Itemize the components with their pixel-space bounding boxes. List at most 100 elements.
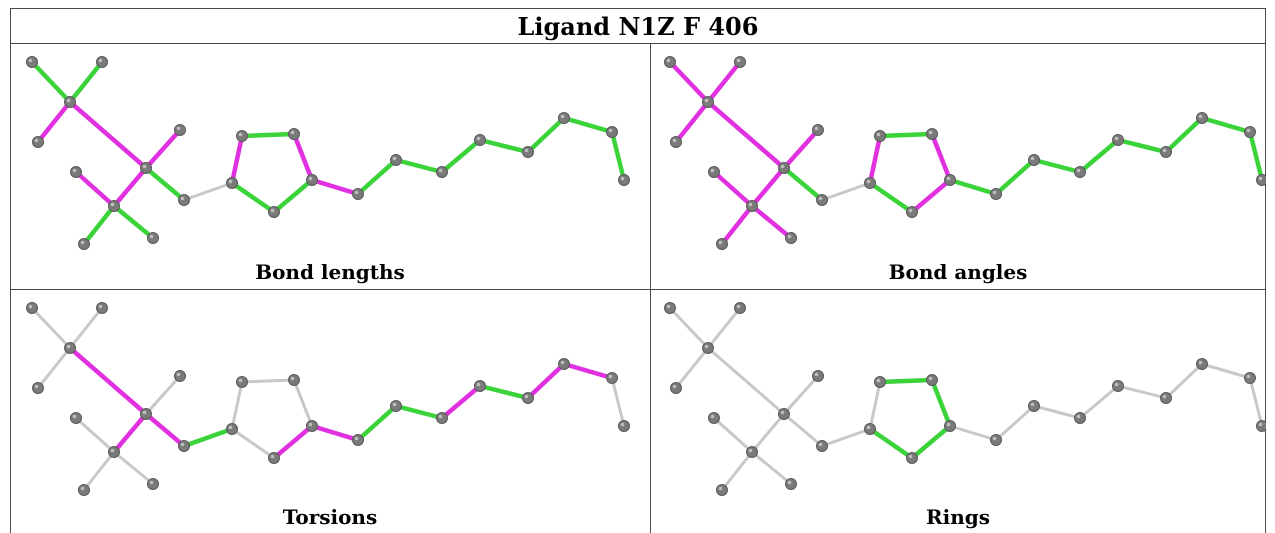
atom-highlight-bond-lengths-8 xyxy=(80,240,85,245)
atom-highlight-rings-0 xyxy=(666,304,671,309)
atom-highlight-torsions-7 xyxy=(72,414,77,419)
atom-highlight-torsions-4 xyxy=(142,410,147,415)
atom-highlight-bond-angles-2 xyxy=(736,58,741,63)
atom-highlight-bond-lengths-18 xyxy=(438,168,443,173)
bond-torsions-16 xyxy=(309,423,361,443)
bond-bond-lengths-5 xyxy=(111,165,149,209)
atom-torsions-0 xyxy=(26,302,38,314)
atom-highlight-bond-angles-5 xyxy=(814,126,819,131)
atom-highlight-bond-lengths-1 xyxy=(66,98,71,103)
atom-bond-angles-1 xyxy=(702,96,714,108)
atom-bond-lengths-11 xyxy=(226,177,238,189)
caption-rings: Rings xyxy=(925,505,990,529)
atom-highlight-rings-17 xyxy=(1030,402,1035,407)
atom-highlight-rings-10 xyxy=(818,442,823,447)
bond-bond-lengths-12 xyxy=(239,131,297,139)
atom-highlight-torsions-23 xyxy=(620,422,625,427)
atom-rings-9 xyxy=(785,478,797,490)
bond-torsions-20 xyxy=(477,383,531,401)
atom-highlight-bond-angles-0 xyxy=(666,58,671,63)
bond-bond-lengths-4 xyxy=(143,127,183,171)
atom-bond-lengths-10 xyxy=(178,194,190,206)
atom-rings-17 xyxy=(1028,400,1040,412)
atom-highlight-bond-angles-21 xyxy=(1198,114,1203,119)
panel-bond-angles: Bond angles xyxy=(650,44,1266,289)
bond-torsions-18 xyxy=(393,403,445,421)
molecule-bond-angles xyxy=(664,56,1266,250)
bond-bond-lengths-0 xyxy=(29,59,73,105)
ligand-figure: Ligand N1Z F 406 Bond lengths Bond angle… xyxy=(10,8,1266,533)
atom-torsions-20 xyxy=(522,392,534,404)
center-divider xyxy=(650,44,651,533)
atom-highlight-bond-lengths-16 xyxy=(354,190,359,195)
bond-bond-lengths-3 xyxy=(67,99,149,171)
panel-rings: Rings xyxy=(650,290,1266,533)
atom-bond-angles-22 xyxy=(1244,126,1256,138)
atom-rings-13 xyxy=(926,374,938,386)
caption-bond-lengths: Bond lengths xyxy=(255,260,405,284)
atom-highlight-bond-lengths-11 xyxy=(228,179,233,184)
atom-highlight-bond-angles-23 xyxy=(1258,176,1263,181)
atom-highlight-bond-lengths-6 xyxy=(110,202,115,207)
atom-bond-lengths-16 xyxy=(352,188,364,200)
atom-bond-angles-6 xyxy=(746,200,758,212)
bond-rings-13 xyxy=(929,377,953,429)
bond-torsions-11 xyxy=(230,380,244,431)
left-border xyxy=(10,44,11,533)
bond-bond-lengths-15 xyxy=(229,180,277,215)
atom-highlight-bond-lengths-0 xyxy=(28,58,33,63)
atom-rings-12 xyxy=(874,376,886,388)
atom-torsions-13 xyxy=(288,374,300,386)
atom-highlight-rings-14 xyxy=(946,422,951,427)
bond-torsions-5 xyxy=(111,411,149,455)
bond-bond-lengths-13 xyxy=(291,131,315,183)
atom-bond-angles-18 xyxy=(1074,166,1086,178)
atom-rings-2 xyxy=(734,302,746,314)
bond-torsions-6 xyxy=(143,411,187,449)
atom-highlight-rings-13 xyxy=(928,376,933,381)
atom-highlight-torsions-22 xyxy=(608,374,613,379)
atom-highlight-torsions-20 xyxy=(524,394,529,399)
bond-bond-angles-3 xyxy=(705,99,787,171)
atom-bond-angles-0 xyxy=(664,56,676,68)
caption-torsions: Torsions xyxy=(282,505,378,529)
atom-bond-lengths-15 xyxy=(268,206,280,218)
bond-bond-angles-0 xyxy=(667,59,711,105)
atom-torsions-15 xyxy=(268,452,280,464)
atom-bond-angles-16 xyxy=(990,188,1002,200)
bond-rings-12 xyxy=(877,377,935,385)
atom-bond-angles-12 xyxy=(874,130,886,142)
row-divider xyxy=(10,289,1266,290)
atom-rings-7 xyxy=(708,412,720,424)
atom-highlight-bond-angles-20 xyxy=(1162,148,1167,153)
atom-torsions-17 xyxy=(390,400,402,412)
bond-bond-angles-14 xyxy=(909,177,953,215)
atom-torsions-6 xyxy=(108,446,120,458)
atom-bond-angles-14 xyxy=(944,174,956,186)
atom-torsions-9 xyxy=(147,478,159,490)
bond-torsions-4 xyxy=(144,374,182,416)
atom-bond-lengths-18 xyxy=(436,166,448,178)
atom-highlight-bond-angles-15 xyxy=(908,208,913,213)
bond-torsions-23 xyxy=(610,376,626,428)
atom-bond-lengths-9 xyxy=(147,232,159,244)
bond-bond-lengths-2 xyxy=(35,99,73,145)
molecule-bond-lengths xyxy=(26,56,630,250)
atom-highlight-bond-angles-17 xyxy=(1030,156,1035,161)
atom-highlight-bond-lengths-5 xyxy=(176,126,181,131)
bond-rings-8 xyxy=(720,450,754,492)
bond-bond-angles-16 xyxy=(947,177,999,197)
bond-rings-9 xyxy=(750,450,793,486)
atom-highlight-rings-15 xyxy=(908,454,913,459)
bond-bond-lengths-18 xyxy=(393,157,445,175)
bond-bond-angles-18 xyxy=(1031,157,1083,175)
atom-highlight-bond-angles-4 xyxy=(780,164,785,169)
atom-torsions-18 xyxy=(436,412,448,424)
bond-torsions-12 xyxy=(240,378,296,384)
atom-highlight-torsions-15 xyxy=(270,454,275,459)
atom-bond-angles-4 xyxy=(778,162,790,174)
atom-bond-lengths-4 xyxy=(140,162,152,174)
atom-highlight-bond-lengths-20 xyxy=(524,148,529,153)
atom-rings-11 xyxy=(864,423,876,435)
bond-bond-angles-10 xyxy=(820,181,872,202)
